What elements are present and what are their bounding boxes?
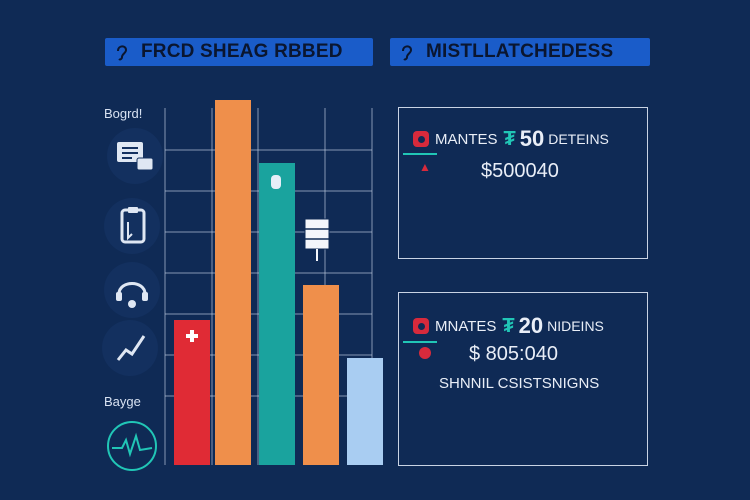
sidebar-bottom-label: Bayge [104,394,141,409]
trend-icon[interactable] [102,320,158,376]
bar-3 [259,163,295,465]
alert-badge-icon [413,318,429,334]
bar-1 [174,320,210,465]
header-tab-left[interactable]: FRCD SHEAG RBBED [105,38,373,66]
card-amount: $500040 [481,160,559,182]
bar-4 [303,285,339,465]
chart-bars [174,100,383,465]
card-unit: NIDEINS [547,318,604,334]
info-card-1: MANTES ₮ 50 DETEINS ▲ $500040 [398,107,648,259]
card-caption: SHNNIL CSISTSNIGNS [439,375,600,392]
card-number: 20 [518,313,544,338]
status-dot-icon [419,347,431,359]
heartbeat-icon[interactable] [104,418,160,474]
card-label: MANTES [435,130,498,148]
currency-icon: ₮ [503,127,516,150]
headset-icon[interactable] [104,262,160,318]
card-label: MNATES [435,317,497,335]
sidebar-top-label: Bogrd! [104,106,143,121]
card-amount: $ 805:040 [469,343,558,365]
header-title-right: MISTLLATCHEDESS [426,41,614,62]
ear-icon [398,42,416,62]
chat-icon[interactable] [107,128,163,184]
clipboard-icon[interactable] [104,198,160,254]
cross-icon [186,330,198,342]
chart-bar-icons [186,175,330,342]
header-title-left: FRCD SHEAG RBBED [141,41,343,62]
header-tab-right[interactable]: MISTLLATCHEDESS [390,38,650,66]
info-card-2: MNATES ₮ 20 NIDEINS $ 805:040 SHNNIL CSI… [398,292,648,466]
ear-icon [113,42,131,62]
bar-2 [215,100,251,465]
board-icon [304,218,330,261]
arrow-up-icon: ▲ [419,160,431,174]
card-number: 50 [519,126,545,151]
knob-icon [271,175,281,189]
divider-line [403,341,437,343]
card-unit: DETEINS [548,131,609,147]
alert-badge-icon [413,131,429,147]
currency-icon: ₮ [502,314,515,337]
divider-line [403,153,437,155]
bar-5 [347,358,383,465]
